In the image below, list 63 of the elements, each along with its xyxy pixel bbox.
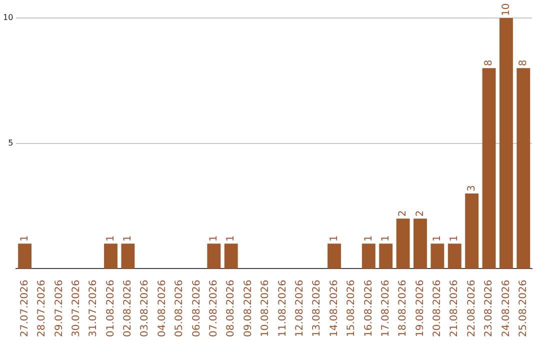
bar xyxy=(516,68,530,269)
x-tick-label: 08.08.2026 xyxy=(226,280,237,338)
x-tick-label: 23.08.2026 xyxy=(484,280,495,338)
bar xyxy=(224,244,238,269)
data-label: 1 xyxy=(380,235,392,242)
bar xyxy=(499,18,513,269)
x-tick-label: 19.08.2026 xyxy=(414,280,426,338)
data-label: 1 xyxy=(105,235,116,242)
x-tick-label: 01.08.2026 xyxy=(105,280,116,338)
bar xyxy=(414,218,427,269)
bar xyxy=(18,244,32,269)
x-tick-label: 12.08.2026 xyxy=(294,280,306,338)
bar xyxy=(121,244,135,269)
x-tick-label: 03.08.2026 xyxy=(140,280,151,338)
x-tick-label: 13.08.2026 xyxy=(312,280,323,338)
data-label: 1 xyxy=(363,235,374,242)
x-tick-label: 20.08.2026 xyxy=(432,280,444,338)
bar xyxy=(430,244,444,269)
y-tick-label: 5 xyxy=(8,138,14,148)
bar xyxy=(328,244,341,269)
x-tick-label: 10.08.2026 xyxy=(260,280,272,338)
x-tick-label: 25.08.2026 xyxy=(518,280,529,338)
x-tick-label: 31.07.2026 xyxy=(88,280,100,338)
x-tick-label: 22.08.2026 xyxy=(466,280,478,338)
x-tick-label: 16.08.2026 xyxy=(363,280,374,338)
x-tick-label: 18.08.2026 xyxy=(398,280,409,338)
data-label: 1 xyxy=(328,235,340,242)
bar xyxy=(104,244,118,269)
x-tick-label: 06.08.2026 xyxy=(191,280,202,338)
x-tick-label: 14.08.2026 xyxy=(328,280,340,338)
data-label: 8 xyxy=(518,60,529,66)
bar xyxy=(465,194,479,269)
bar xyxy=(396,218,410,269)
data-label: 10 xyxy=(500,3,512,16)
x-tick-label: 30.07.2026 xyxy=(70,280,82,338)
x-tick-label: 29.07.2026 xyxy=(54,280,65,338)
bar xyxy=(482,68,496,269)
x-tick-label: 04.08.2026 xyxy=(156,280,168,338)
x-tick-label: 24.08.2026 xyxy=(500,280,512,338)
x-tick-label: 28.07.2026 xyxy=(36,280,48,338)
bar xyxy=(207,244,221,269)
bar xyxy=(448,244,462,269)
data-label: 1 xyxy=(432,235,444,242)
data-label: 1 xyxy=(208,235,220,242)
data-label: 1 xyxy=(122,235,134,242)
data-label: 8 xyxy=(484,60,495,66)
bar xyxy=(362,244,376,269)
data-label: 2 xyxy=(398,210,409,217)
data-label: 2 xyxy=(414,210,426,217)
x-tick-label: 15.08.2026 xyxy=(346,280,358,338)
x-tick-label: 27.07.2026 xyxy=(19,280,30,338)
x-tick-label: 17.08.2026 xyxy=(380,280,392,338)
x-tick-label: 07.08.2026 xyxy=(208,280,220,338)
x-tick-label: 11.08.2026 xyxy=(277,280,288,338)
x-tick-label: 05.08.2026 xyxy=(174,280,186,338)
data-label: 1 xyxy=(449,235,460,242)
x-tick-label: 21.08.2026 xyxy=(449,280,460,338)
x-tick-label: 09.08.2026 xyxy=(242,280,254,338)
x-tick-label: 02.08.2026 xyxy=(122,280,134,338)
data-label: 1 xyxy=(19,235,30,242)
data-label: 1 xyxy=(226,235,237,242)
data-label: 3 xyxy=(466,185,478,192)
bar xyxy=(379,244,393,269)
